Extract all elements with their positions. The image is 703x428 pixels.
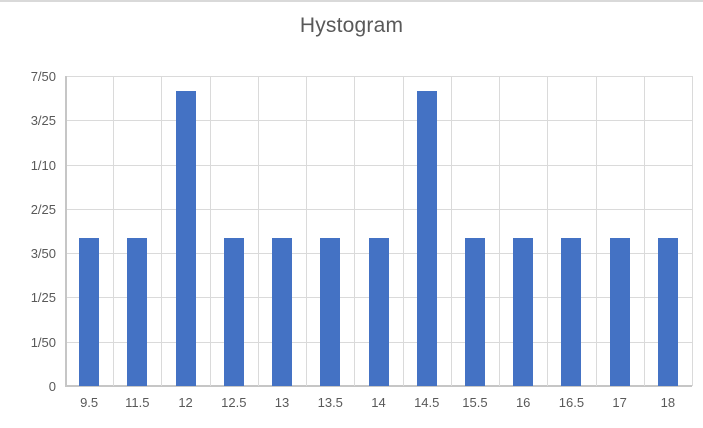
vertical-gridline (354, 76, 355, 386)
y-tick-label: 3/50 (30, 246, 56, 262)
horizontal-gridline (65, 164, 692, 166)
vertical-gridline (161, 76, 162, 386)
x-tick-label: 18 (660, 395, 676, 410)
vertical-gridline (210, 76, 211, 386)
plot-area (65, 76, 693, 387)
y-axis-line (65, 76, 67, 386)
vertical-gridline (499, 76, 500, 386)
bar-13[interactable] (272, 238, 293, 386)
x-tick-label: 14 (371, 395, 386, 410)
horizontal-gridline (65, 76, 692, 77)
x-tick-label: 14.5 (414, 395, 440, 410)
x-tick-label: 11.5 (125, 395, 150, 410)
bar-13.5[interactable] (320, 238, 341, 386)
chart-title[interactable]: Hystogram (299, 14, 404, 37)
vertical-gridline (547, 76, 548, 386)
y-tick-label: 1/25 (30, 290, 56, 306)
bar-18[interactable] (657, 238, 678, 386)
bar-15.5[interactable] (464, 238, 485, 386)
x-tick-label: 12 (178, 395, 193, 410)
vertical-gridline (258, 76, 259, 386)
x-tick-label: 13.5 (317, 395, 343, 410)
bar-12.5[interactable] (223, 238, 244, 386)
bar-9.5[interactable] (79, 238, 100, 386)
bar-14.5[interactable] (416, 91, 437, 386)
x-tick-label: 15.5 (462, 395, 488, 410)
x-tick-label: 9.5 (80, 395, 99, 410)
y-tick-label: 7/50 (30, 69, 56, 84)
vertical-gridline (403, 76, 404, 386)
vertical-gridline (306, 76, 307, 386)
horizontal-gridline (65, 120, 692, 122)
y-tick-label: 3/25 (30, 113, 56, 129)
x-tick-label: 16.5 (558, 395, 585, 410)
bar-11.5[interactable] (127, 238, 148, 386)
vertical-gridline (451, 76, 452, 386)
bar-12[interactable] (175, 91, 196, 386)
y-tick-label: 1/10 (30, 157, 56, 173)
x-tick-label: 16 (515, 395, 531, 410)
y-tick-label: 0 (48, 379, 56, 394)
bar-17[interactable] (609, 238, 630, 386)
x-tick-label: 13 (274, 395, 290, 410)
y-tick-label: 2/25 (30, 201, 56, 217)
x-axis-line (65, 385, 692, 387)
vertical-gridline (692, 76, 693, 386)
vertical-gridline (644, 76, 645, 386)
horizontal-gridline (65, 208, 692, 210)
x-tick-label: 17 (612, 395, 627, 410)
bar-16[interactable] (513, 238, 534, 386)
bar-16.5[interactable] (561, 238, 582, 386)
y-tick-label: 1/50 (30, 334, 56, 350)
vertical-gridline (596, 76, 597, 386)
vertical-gridline (113, 76, 114, 386)
x-tick-label: 12.5 (221, 395, 247, 410)
bar-14[interactable] (368, 238, 389, 386)
